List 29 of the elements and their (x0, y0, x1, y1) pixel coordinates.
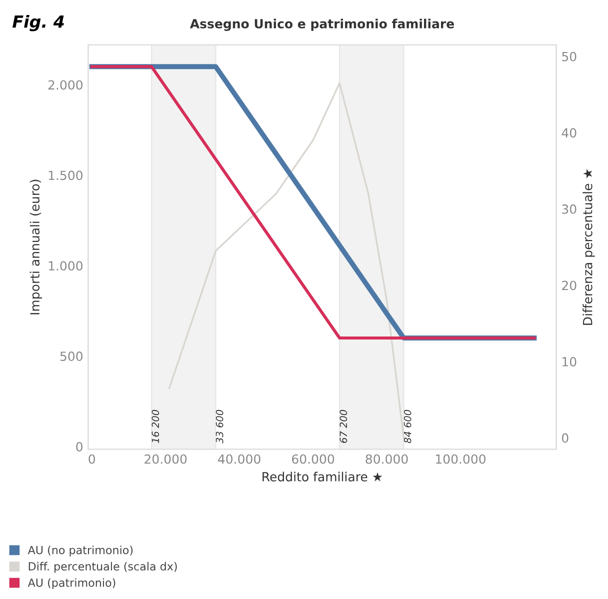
y2-tick-label: 30 (562, 204, 576, 214)
y2-tick-label: 20 (562, 280, 576, 290)
ref-line-label: 84 600 (404, 410, 412, 444)
legend-label: Diff. percentuale (scala dx) (28, 562, 177, 573)
y2-tick-label: 0 (562, 433, 568, 443)
y-tick-label: 0 (76, 442, 82, 452)
y2-tick-label: 50 (562, 52, 576, 62)
x-tick-label: 60.000 (292, 454, 334, 464)
x-tick-label: 20.000 (144, 454, 187, 464)
x-tick-label: 0 (88, 454, 95, 464)
x-axis-title: Reddito familiare ★ (262, 472, 382, 482)
chart-title: Assegno Unico e patrimonio familiare (190, 18, 454, 31)
x-tick-label: 100.000 (436, 454, 486, 464)
caption: Fig. 4 (12, 14, 64, 32)
y2-tick-label: 40 (562, 128, 576, 138)
y2-tick-label: 10 (562, 356, 576, 366)
ref-line-label: 67 200 (340, 410, 348, 443)
legend-label: AU (no patrimonio) (28, 546, 133, 556)
y2-axis-title: Differenza percentuale ★ (582, 168, 595, 325)
x-tick-label: 80.000 (366, 454, 408, 464)
ref-line-label: 16 200 (152, 410, 160, 443)
x-tick-label: 40.000 (218, 454, 260, 464)
legend-label: AU (patrimonio) (28, 578, 116, 589)
y-tick-label: 1.000 (48, 261, 82, 271)
y-axis-title: Importi annuali (euro) (30, 180, 42, 314)
y-tick-label: 2.000 (48, 80, 82, 90)
ref-line-label: 33 600 (216, 410, 224, 444)
y-tick-label: 500 (60, 352, 82, 362)
y-tick-label: 1.500 (48, 170, 82, 180)
